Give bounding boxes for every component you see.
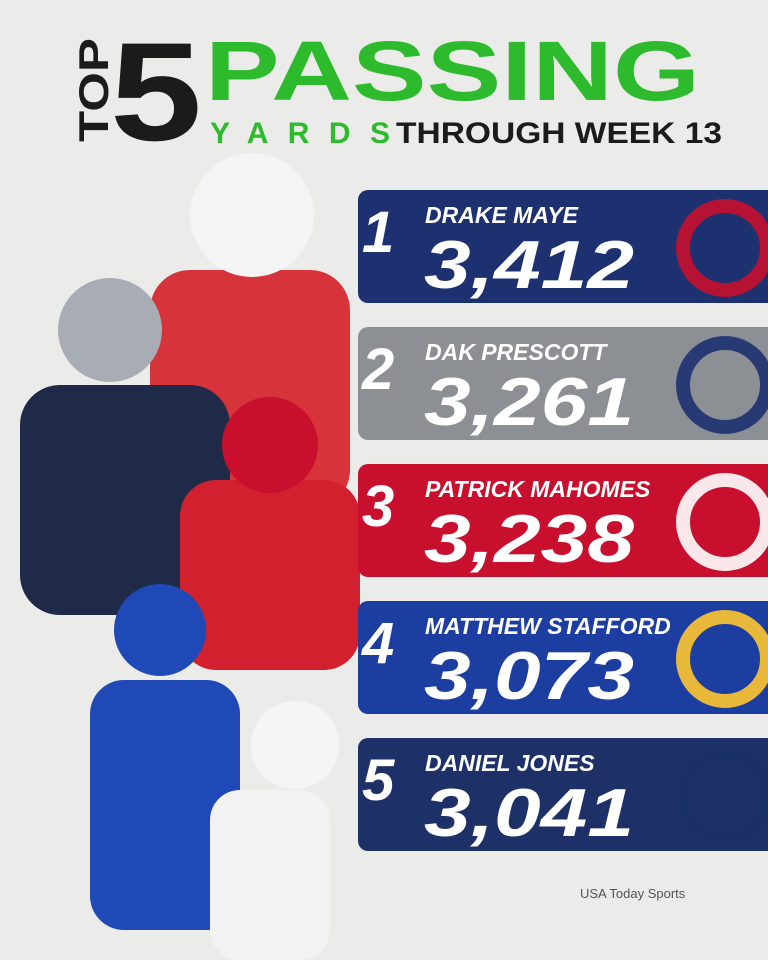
passing-yards: 3,261 (424, 364, 634, 440)
passing-yards: 3,238 (424, 501, 634, 577)
header-number: 5 (110, 13, 202, 170)
credit: USA Today Sports (580, 886, 686, 901)
entry-bar (358, 327, 768, 440)
rank: 2 (361, 337, 394, 402)
player-name: DANIEL JONES (425, 750, 595, 776)
entry-bar (358, 464, 768, 577)
passing-yards: 3,073 (424, 638, 634, 714)
header-subtitle: THROUGH WEEK 13 (396, 117, 722, 150)
team-logo (676, 747, 768, 845)
passing-yards: 3,041 (424, 775, 634, 851)
players-art (20, 153, 360, 960)
team-logo (676, 473, 768, 571)
rank: 4 (361, 611, 394, 676)
player-name: DRAKE MAYE (425, 202, 579, 228)
player-name: MATTHEW STAFFORD (425, 613, 671, 639)
player-name: PATRICK MAHOMES (425, 476, 651, 502)
rank: 3 (362, 474, 394, 539)
team-logo (676, 199, 768, 297)
header-title: PASSING (205, 24, 700, 118)
rank: 5 (362, 748, 395, 813)
header-top: TOP (70, 38, 117, 142)
entry-bar (358, 601, 768, 714)
passing-yards: 3,412 (424, 227, 634, 303)
entry-bar (358, 738, 768, 851)
rank: 1 (362, 200, 394, 265)
team-logo (676, 610, 768, 708)
player-name: DAK PRESCOTT (425, 339, 608, 365)
entry-bar (358, 190, 768, 303)
team-logo (676, 336, 768, 434)
